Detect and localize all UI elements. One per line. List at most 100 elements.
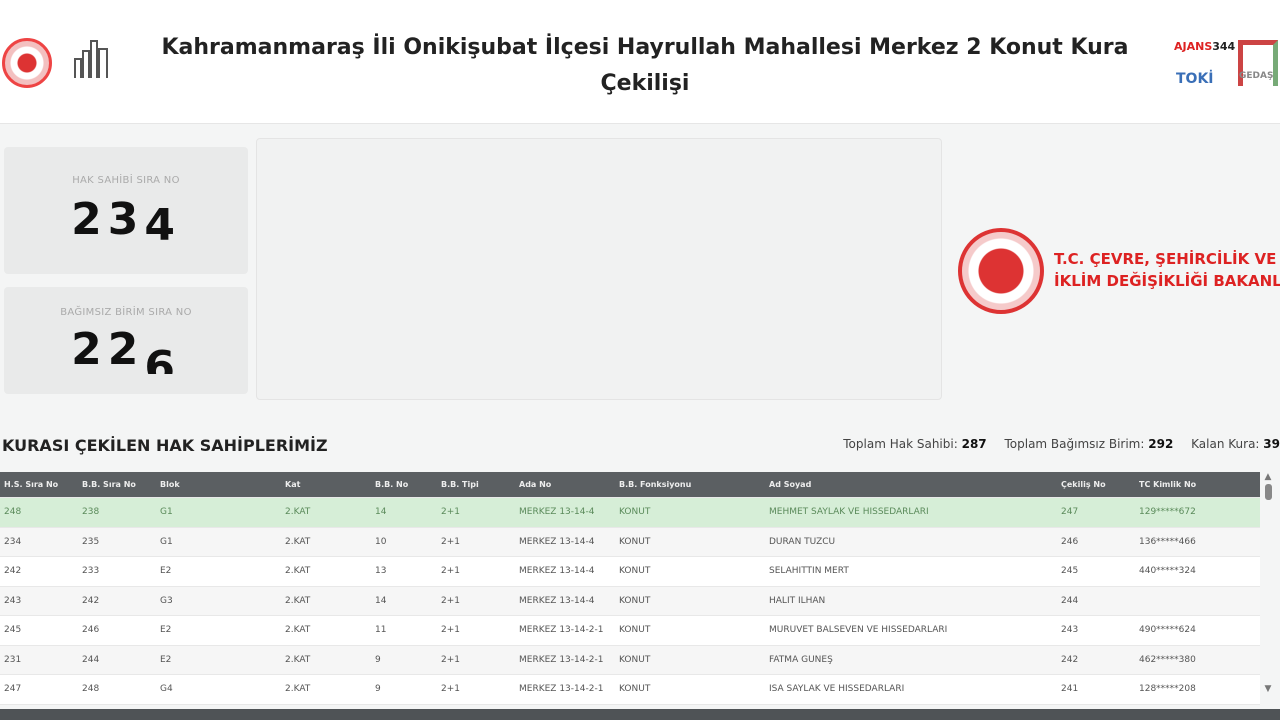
table-cell: 234 xyxy=(4,536,22,547)
table-cell: 2.KAT xyxy=(285,684,311,695)
table-cell: 13 xyxy=(375,566,387,577)
column-header[interactable]: H.S. Sıra No xyxy=(4,480,59,489)
table-cell: G4 xyxy=(160,684,173,695)
stat-value: 39 xyxy=(1263,437,1280,451)
table-cell: 242 xyxy=(1061,654,1079,665)
table-row[interactable]: 231 244 E2 2.KAT 9 2+1 MERKEZ 13-14-2-1 KONUT FA… xyxy=(0,645,1260,675)
table-cell: 2.KAT xyxy=(285,507,311,518)
draw-stats: Toplam Hak Sahibi: 287 Toplam Bağımsız B… xyxy=(843,437,1280,451)
table-cell: FATMA GÜNEŞ xyxy=(769,654,833,665)
column-header[interactable]: TC Kimlik No xyxy=(1139,480,1197,489)
stat-label: Toplam Bağımsız Birim: xyxy=(1004,437,1145,451)
table-row[interactable]: 234 235 G1 2.KAT 10 2+1 MERKEZ 13-14-4 KONUT DUR… xyxy=(0,527,1260,557)
column-header[interactable]: Blok xyxy=(160,480,180,489)
table-cell: 2+1 xyxy=(441,595,460,606)
table-row[interactable]: 247 248 G4 2.KAT 9 2+1 MERKEZ 13-14-2-1 KONUT İS… xyxy=(0,675,1260,705)
table-cell: 238 xyxy=(82,507,100,518)
table-cell: MÜRÜVET BALSEVEN VE HİSSEDARLARI xyxy=(769,625,948,636)
table-cell: 247 xyxy=(4,684,22,695)
table-cell: 2+1 xyxy=(441,507,460,518)
table-cell: MERKEZ 13-14-2-1 xyxy=(519,625,604,636)
government-seal-logo xyxy=(2,38,52,88)
table-cell: KONUT xyxy=(619,654,651,665)
scroll-thumb[interactable] xyxy=(1264,484,1272,500)
table-cell: 129*****672 xyxy=(1139,507,1196,518)
table-row[interactable]: 243 242 G3 2.KAT 14 2+1 MERKEZ 13-14-4 KONUT HAL… xyxy=(0,586,1260,616)
table-cell: 2+1 xyxy=(441,684,460,695)
scroll-up-icon[interactable]: ▲ xyxy=(1264,472,1272,482)
partner-logos: AJANS344 TOKİ GEDAŞ xyxy=(1172,38,1280,93)
header: Kahramanmaraş İli Onikişubat İlçesi Hayr… xyxy=(0,0,1280,124)
table-cell: 2+1 xyxy=(441,536,460,547)
scroll-down-icon[interactable]: ▼ xyxy=(1264,684,1272,694)
table-cell: HALİT İLHAN xyxy=(769,595,826,606)
digit: 2 xyxy=(107,324,145,374)
table-row[interactable]: 248 238 G1 2.KAT 14 2+1 MERKEZ 13-14-4 KONUT MEH… xyxy=(0,498,1260,528)
table-cell: 9 xyxy=(375,684,381,695)
table-cell: 490*****624 xyxy=(1139,625,1196,636)
building-logo xyxy=(70,40,112,86)
ajans-logo: AJANS344 xyxy=(1174,40,1236,53)
digit: 2 xyxy=(71,324,108,374)
table-cell: MEHMET SAYLAK VE HİSSEDARLARI xyxy=(769,507,929,518)
table-cell: 244 xyxy=(1061,595,1079,606)
table-cell: 233 xyxy=(82,566,100,577)
table-cell: 14 xyxy=(375,595,387,606)
table-cell: G3 xyxy=(160,595,173,606)
counter-label: BAĞIMSIZ BİRİM SIRA NO xyxy=(60,307,192,318)
table-cell: MERKEZ 13-14-4 xyxy=(519,595,595,606)
hak-sahibi-counter: HAK SAHİBİ SIRA NO 234 xyxy=(4,147,248,274)
ministry-seal-icon xyxy=(958,228,1044,314)
table-cell: 244 xyxy=(82,654,100,665)
table-cell: KONUT xyxy=(619,566,651,577)
table-row[interactable]: 242 233 E2 2.KAT 13 2+1 MERKEZ 13-14-4 KONUT SEL… xyxy=(0,557,1260,587)
table-cell: 235 xyxy=(82,536,100,547)
table-cell: E2 xyxy=(160,654,172,665)
column-header[interactable]: Çekiliş No xyxy=(1061,480,1106,489)
table-cell: MERKEZ 13-14-4 xyxy=(519,507,595,518)
table-cell: MERKEZ 13-14-2-1 xyxy=(519,684,604,695)
table-cell: MERKEZ 13-14-2-1 xyxy=(519,654,604,665)
table-cell: E2 xyxy=(160,625,172,636)
table-cell: 246 xyxy=(82,625,100,636)
counter-digits: 226 xyxy=(4,324,248,374)
stat-label: Toplam Hak Sahibi: xyxy=(843,437,958,451)
table-row[interactable]: 245 246 E2 2.KAT 11 2+1 MERKEZ 13-14-2-1 KONUT M… xyxy=(0,616,1260,646)
table-cell: 2+1 xyxy=(441,654,460,665)
table-cell: 2.KAT xyxy=(285,566,311,577)
table-cell: MERKEZ 13-14-4 xyxy=(519,536,595,547)
bagimsiz-birim-counter: BAĞIMSIZ BİRİM SIRA NO 226 xyxy=(4,287,248,394)
page-title: Kahramanmaraş İli Onikişubat İlçesi Hayr… xyxy=(161,35,1129,96)
table-cell: 14 xyxy=(375,507,387,518)
table-cell: 242 xyxy=(82,595,100,606)
table-cell: 9 xyxy=(375,654,381,665)
counter-digits: 234 xyxy=(4,194,248,244)
table-cell: KONUT xyxy=(619,595,651,606)
ministry-name-line2: İKLİM DEĞİŞİKLİĞİ BAKANLIĞI xyxy=(1054,272,1280,290)
table-cell: KONUT xyxy=(619,536,651,547)
column-header[interactable]: B.B. No xyxy=(375,480,409,489)
table-cell: 128*****208 xyxy=(1139,684,1196,695)
table-cell: 248 xyxy=(82,684,100,695)
toki-logo: TOKİ xyxy=(1176,71,1214,87)
column-header[interactable]: B.B. Fonksiyonu xyxy=(619,480,692,489)
table-cell: 2.KAT xyxy=(285,595,311,606)
column-header[interactable]: Kat xyxy=(285,480,301,489)
column-header[interactable]: Ad Soyad xyxy=(769,480,812,489)
table-scrollbar[interactable]: ▲ ▼ xyxy=(1261,472,1275,700)
column-header[interactable]: Ada No xyxy=(519,480,552,489)
column-header[interactable]: B.B. Sıra No xyxy=(82,480,136,489)
table-cell: 243 xyxy=(1061,625,1079,636)
digit: 2 xyxy=(71,194,108,244)
table-cell: 245 xyxy=(4,625,22,636)
digit: 4 xyxy=(144,200,181,244)
table-cell: 242 xyxy=(4,566,22,577)
ministry-name-line1: T.C. ÇEVRE, ŞEHİRCİLİK VE xyxy=(1054,250,1277,268)
table-cell: 2.KAT xyxy=(285,654,311,665)
table-cell: MERKEZ 13-14-4 xyxy=(519,566,595,577)
table-cell: 241 xyxy=(1061,684,1079,695)
table-cell: 2+1 xyxy=(441,566,460,577)
table-cell: KONUT xyxy=(619,625,651,636)
digit: 3 xyxy=(107,194,145,244)
column-header[interactable]: B.B. Tipi xyxy=(441,480,479,489)
